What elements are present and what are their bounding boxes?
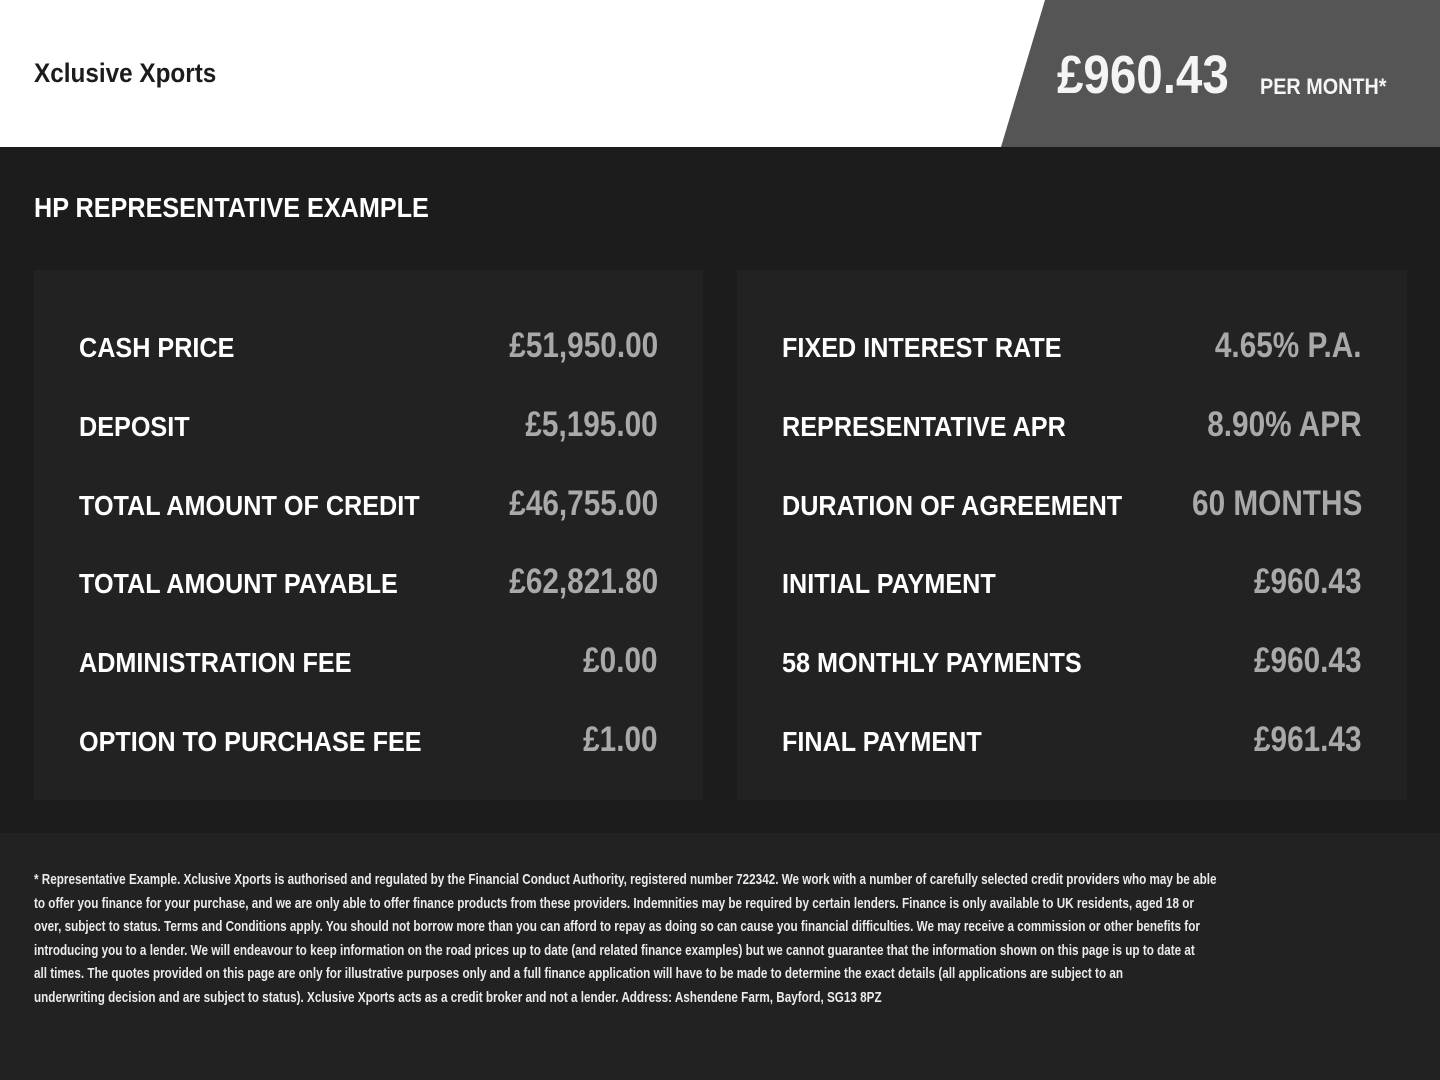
disclaimer-text: * Representative Example. Xclusive Xport… <box>34 868 1440 1009</box>
finance-row: REPRESENTATIVE APR 8.90% APR <box>782 405 1362 445</box>
finance-row: FIXED INTEREST RATE 4.65% P.A. <box>782 326 1362 366</box>
row-label: DEPOSIT <box>79 411 190 442</box>
row-value: £961.43 <box>1254 720 1362 759</box>
row-value: 4.65% P.A. <box>1215 326 1362 365</box>
row-label: TOTAL AMOUNT PAYABLE <box>79 568 398 599</box>
row-label: INITIAL PAYMENT <box>782 568 996 599</box>
finance-row: 58 MONTHLY PAYMENTS £960.43 <box>782 641 1362 681</box>
disclaimer-line: introducing you to a lender. We will end… <box>34 941 1195 959</box>
row-label: FINAL PAYMENT <box>782 726 982 757</box>
finance-panel-left: CASH PRICE £51,950.00 DEPOSIT £5,195.00 TO… <box>34 270 703 800</box>
row-label: 58 MONTHLY PAYMENTS <box>782 647 1082 678</box>
finance-row: TOTAL AMOUNT PAYABLE £62,821.80 <box>79 562 658 602</box>
finance-row: INITIAL PAYMENT £960.43 <box>782 562 1362 602</box>
row-value: £5,195.00 <box>525 405 658 444</box>
disclaimer-section <box>0 833 1440 1080</box>
row-label: CASH PRICE <box>79 332 235 363</box>
row-value: £960.43 <box>1254 641 1362 680</box>
finance-panel-right: FIXED INTEREST RATE 4.65% P.A. REPRESENTA… <box>737 270 1407 800</box>
row-value: £960.43 <box>1254 562 1362 601</box>
finance-row: FINAL PAYMENT £961.43 <box>782 720 1362 760</box>
finance-row: TOTAL AMOUNT OF CREDIT £46,755.00 <box>79 484 658 524</box>
row-label: FIXED INTEREST RATE <box>782 332 1062 363</box>
finance-row: CASH PRICE £51,950.00 <box>79 326 658 366</box>
finance-row: DURATION OF AGREEMENT 60 MONTHS <box>782 484 1362 524</box>
per-month-label: PER MONTH* <box>1260 74 1387 99</box>
finance-row: ADMINISTRATION FEE £0.00 <box>79 641 658 681</box>
row-label: OPTION TO PURCHASE FEE <box>79 726 422 757</box>
brand-name: Xclusive Xports <box>34 58 217 88</box>
row-label: ADMINISTRATION FEE <box>79 647 352 678</box>
disclaimer-line: to offer you finance for your purchase, … <box>34 894 1194 912</box>
row-value: 8.90% APR <box>1207 405 1362 444</box>
row-label: TOTAL AMOUNT OF CREDIT <box>79 490 420 521</box>
disclaimer-line: * Representative Example. Xclusive Xport… <box>34 871 1217 888</box>
disclaimer-line: over, subject to status. Terms and Condi… <box>34 918 1200 935</box>
monthly-price-box <box>1001 0 1440 147</box>
row-value: £62,821.80 <box>509 562 658 601</box>
row-value: £51,950.00 <box>509 326 658 365</box>
row-value: 60 MONTHS <box>1191 484 1362 523</box>
row-label: REPRESENTATIVE APR <box>782 411 1066 442</box>
row-label: DURATION OF AGREEMENT <box>782 490 1123 521</box>
disclaimer-line: all times. The quotes provided on this p… <box>34 965 1124 982</box>
row-value: £46,755.00 <box>509 484 658 523</box>
monthly-price: £960.43 <box>1057 45 1229 105</box>
finance-row: DEPOSIT £5,195.00 <box>79 405 658 445</box>
disclaimer-line: underwriting decision and are subject to… <box>34 988 882 1006</box>
finance-row: OPTION TO PURCHASE FEE £1.00 <box>79 720 658 760</box>
section-heading: HP REPRESENTATIVE EXAMPLE <box>34 192 429 223</box>
row-value: £0.00 <box>583 641 658 680</box>
row-value: £1.00 <box>583 720 658 759</box>
